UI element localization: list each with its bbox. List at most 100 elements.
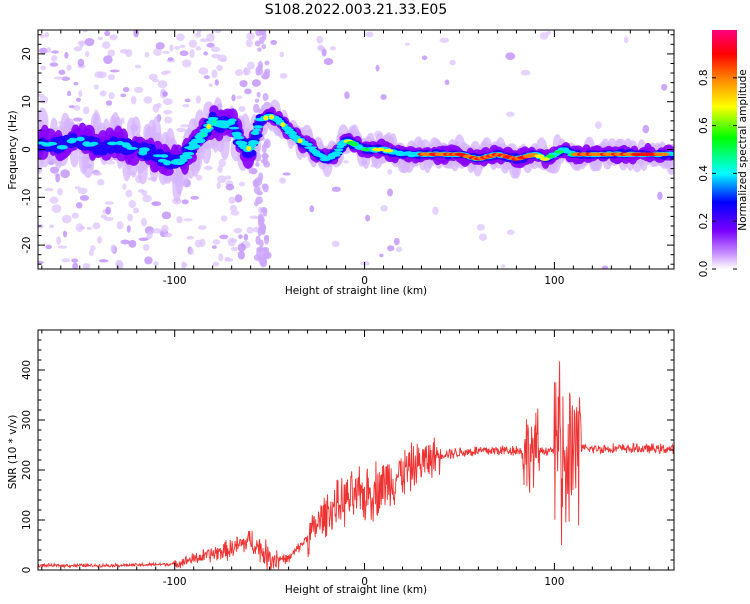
noise-blob xyxy=(279,177,287,184)
noise-blob xyxy=(217,54,227,62)
noise-blob xyxy=(181,199,189,205)
noise-blob xyxy=(126,225,131,233)
spectrogram-peak xyxy=(374,147,385,152)
noise-blob xyxy=(520,69,531,76)
noise-blob xyxy=(73,117,83,122)
noise-blob xyxy=(156,102,162,109)
noise-blob xyxy=(478,233,488,241)
noise-blob xyxy=(134,64,141,69)
noise-blob xyxy=(539,32,549,40)
noise-blob xyxy=(134,86,144,94)
noise-blob xyxy=(51,204,62,213)
spectrogram-cell xyxy=(303,142,313,147)
noise-blob xyxy=(203,75,210,80)
noise-blob xyxy=(244,88,252,95)
noise-blob xyxy=(146,230,153,239)
spectrogram-cell xyxy=(56,145,68,150)
noise-blob xyxy=(238,105,246,112)
noise-blob xyxy=(263,71,268,80)
noise-blob xyxy=(500,264,506,268)
noise-blob xyxy=(103,216,114,221)
noise-blob xyxy=(218,253,224,262)
spectrogram-peak xyxy=(200,132,206,138)
noise-blob xyxy=(261,153,270,159)
noise-blob xyxy=(194,32,202,38)
noise-blob xyxy=(231,94,236,102)
noise-blob xyxy=(344,91,350,100)
noise-blob xyxy=(109,69,120,73)
snr-series xyxy=(38,361,674,570)
colorbar-tick-label: 0.6 xyxy=(698,117,710,134)
noise-blob xyxy=(259,239,264,248)
noise-blob xyxy=(216,175,227,184)
noise-blob xyxy=(255,162,260,167)
noise-blob xyxy=(258,172,264,182)
noise-blob xyxy=(82,30,88,33)
noise-blob xyxy=(229,204,238,212)
noise-blob xyxy=(143,96,153,104)
noise-blob xyxy=(387,245,395,252)
spectrogram-cell xyxy=(334,148,344,152)
noise-blob xyxy=(138,237,149,241)
noise-blob xyxy=(77,187,88,195)
noise-blob xyxy=(58,69,66,75)
noise-blob xyxy=(246,61,255,70)
noise-blob xyxy=(101,41,111,49)
noise-blob xyxy=(216,64,223,72)
noise-blob xyxy=(182,103,190,108)
spectrogram-cell xyxy=(235,140,248,146)
noise-blob xyxy=(128,240,137,248)
noise-blob xyxy=(237,243,246,252)
spectrogram-peak xyxy=(212,119,218,125)
noise-blob xyxy=(57,245,68,249)
noise-blob xyxy=(233,227,242,234)
noise-blob xyxy=(404,42,410,46)
noise-blob xyxy=(255,196,263,204)
snr-line xyxy=(38,361,674,570)
colorbar-tick-label: 0.8 xyxy=(698,69,710,86)
noise-blob xyxy=(103,55,113,65)
noise-blob xyxy=(152,78,160,83)
noise-blob xyxy=(245,39,253,48)
noise-blob xyxy=(49,224,55,229)
noise-blob xyxy=(71,258,79,263)
spectrogram-cell xyxy=(107,141,118,146)
noise-blob xyxy=(198,67,209,75)
noise-blob xyxy=(206,42,215,48)
noise-blob xyxy=(186,235,194,240)
noise-blob xyxy=(195,46,202,51)
noise-blob xyxy=(260,224,267,231)
noise-blob xyxy=(162,91,168,97)
noise-blob xyxy=(82,262,91,269)
noise-blob xyxy=(375,64,380,72)
noise-blob xyxy=(143,243,150,251)
noise-blob xyxy=(98,259,109,263)
spectrogram-cell xyxy=(131,116,141,140)
noise-blob xyxy=(211,46,221,53)
noise-blob xyxy=(44,187,54,192)
noise-blob xyxy=(144,256,153,265)
noise-blob xyxy=(130,95,137,105)
spectrogram-cell xyxy=(232,135,245,140)
noise-blob xyxy=(216,182,221,190)
noise-blob xyxy=(183,218,193,222)
noise-blob xyxy=(282,172,291,176)
spectrogram-cell xyxy=(176,158,188,163)
noise-blob xyxy=(97,236,102,244)
colorbar-tick-label: 0.2 xyxy=(698,213,710,230)
noise-blob xyxy=(61,214,72,224)
noise-blob xyxy=(234,194,243,203)
noise-blob xyxy=(181,59,192,68)
noise-blob xyxy=(439,37,449,43)
noise-blob xyxy=(62,230,68,238)
spectrogram-cell xyxy=(126,146,138,150)
noise-blob xyxy=(64,52,69,59)
noise-blob xyxy=(83,106,90,115)
noise-blob xyxy=(212,261,220,267)
noise-blob xyxy=(228,196,236,204)
noise-blob xyxy=(360,261,370,266)
noise-blob xyxy=(259,257,268,268)
